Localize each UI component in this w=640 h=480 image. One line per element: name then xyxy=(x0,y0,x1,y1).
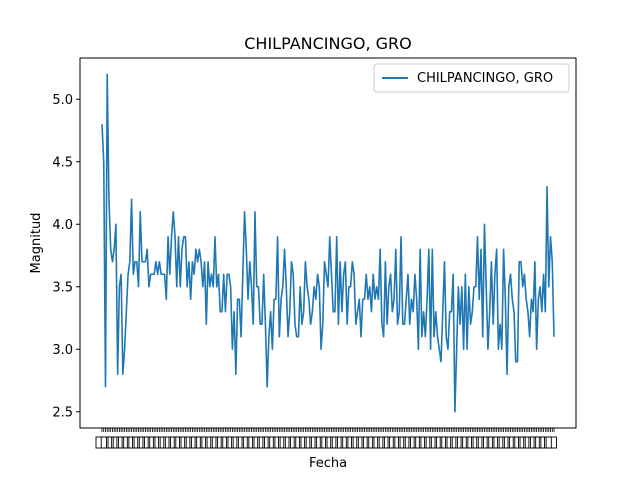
plot-area: 2.5 3.0 3.5 4.0 4.5 5.0 xyxy=(52,57,577,449)
series-layer xyxy=(101,73,555,413)
y-axis-label: Magnitud xyxy=(29,213,44,274)
plot-background xyxy=(80,58,576,428)
x-tick-labels-overlapped xyxy=(95,436,557,449)
series-line xyxy=(101,73,555,413)
y-tick-label: 4.0 xyxy=(52,218,73,233)
x-axis-ticks xyxy=(95,428,557,449)
y-tick-label: 2.5 xyxy=(52,405,73,420)
legend-box xyxy=(373,63,570,93)
y-tick-label: 3.0 xyxy=(52,343,73,358)
chart-title: CHILPANCINGO, GRO xyxy=(244,34,412,53)
legend-entry: CHILPANCINGO, GRO xyxy=(417,71,553,86)
legend: CHILPANCINGO, GRO xyxy=(373,63,570,93)
x-axis-label: Fecha xyxy=(309,456,347,471)
x-tick-label-glyph xyxy=(544,436,557,449)
y-tick-label: 3.5 xyxy=(52,280,73,295)
y-tick-label: 5.0 xyxy=(52,93,73,108)
y-axis-ticks: 2.5 3.0 3.5 4.0 4.5 5.0 xyxy=(52,93,80,420)
y-tick-label: 4.5 xyxy=(52,155,73,170)
plot-frame xyxy=(79,57,577,429)
